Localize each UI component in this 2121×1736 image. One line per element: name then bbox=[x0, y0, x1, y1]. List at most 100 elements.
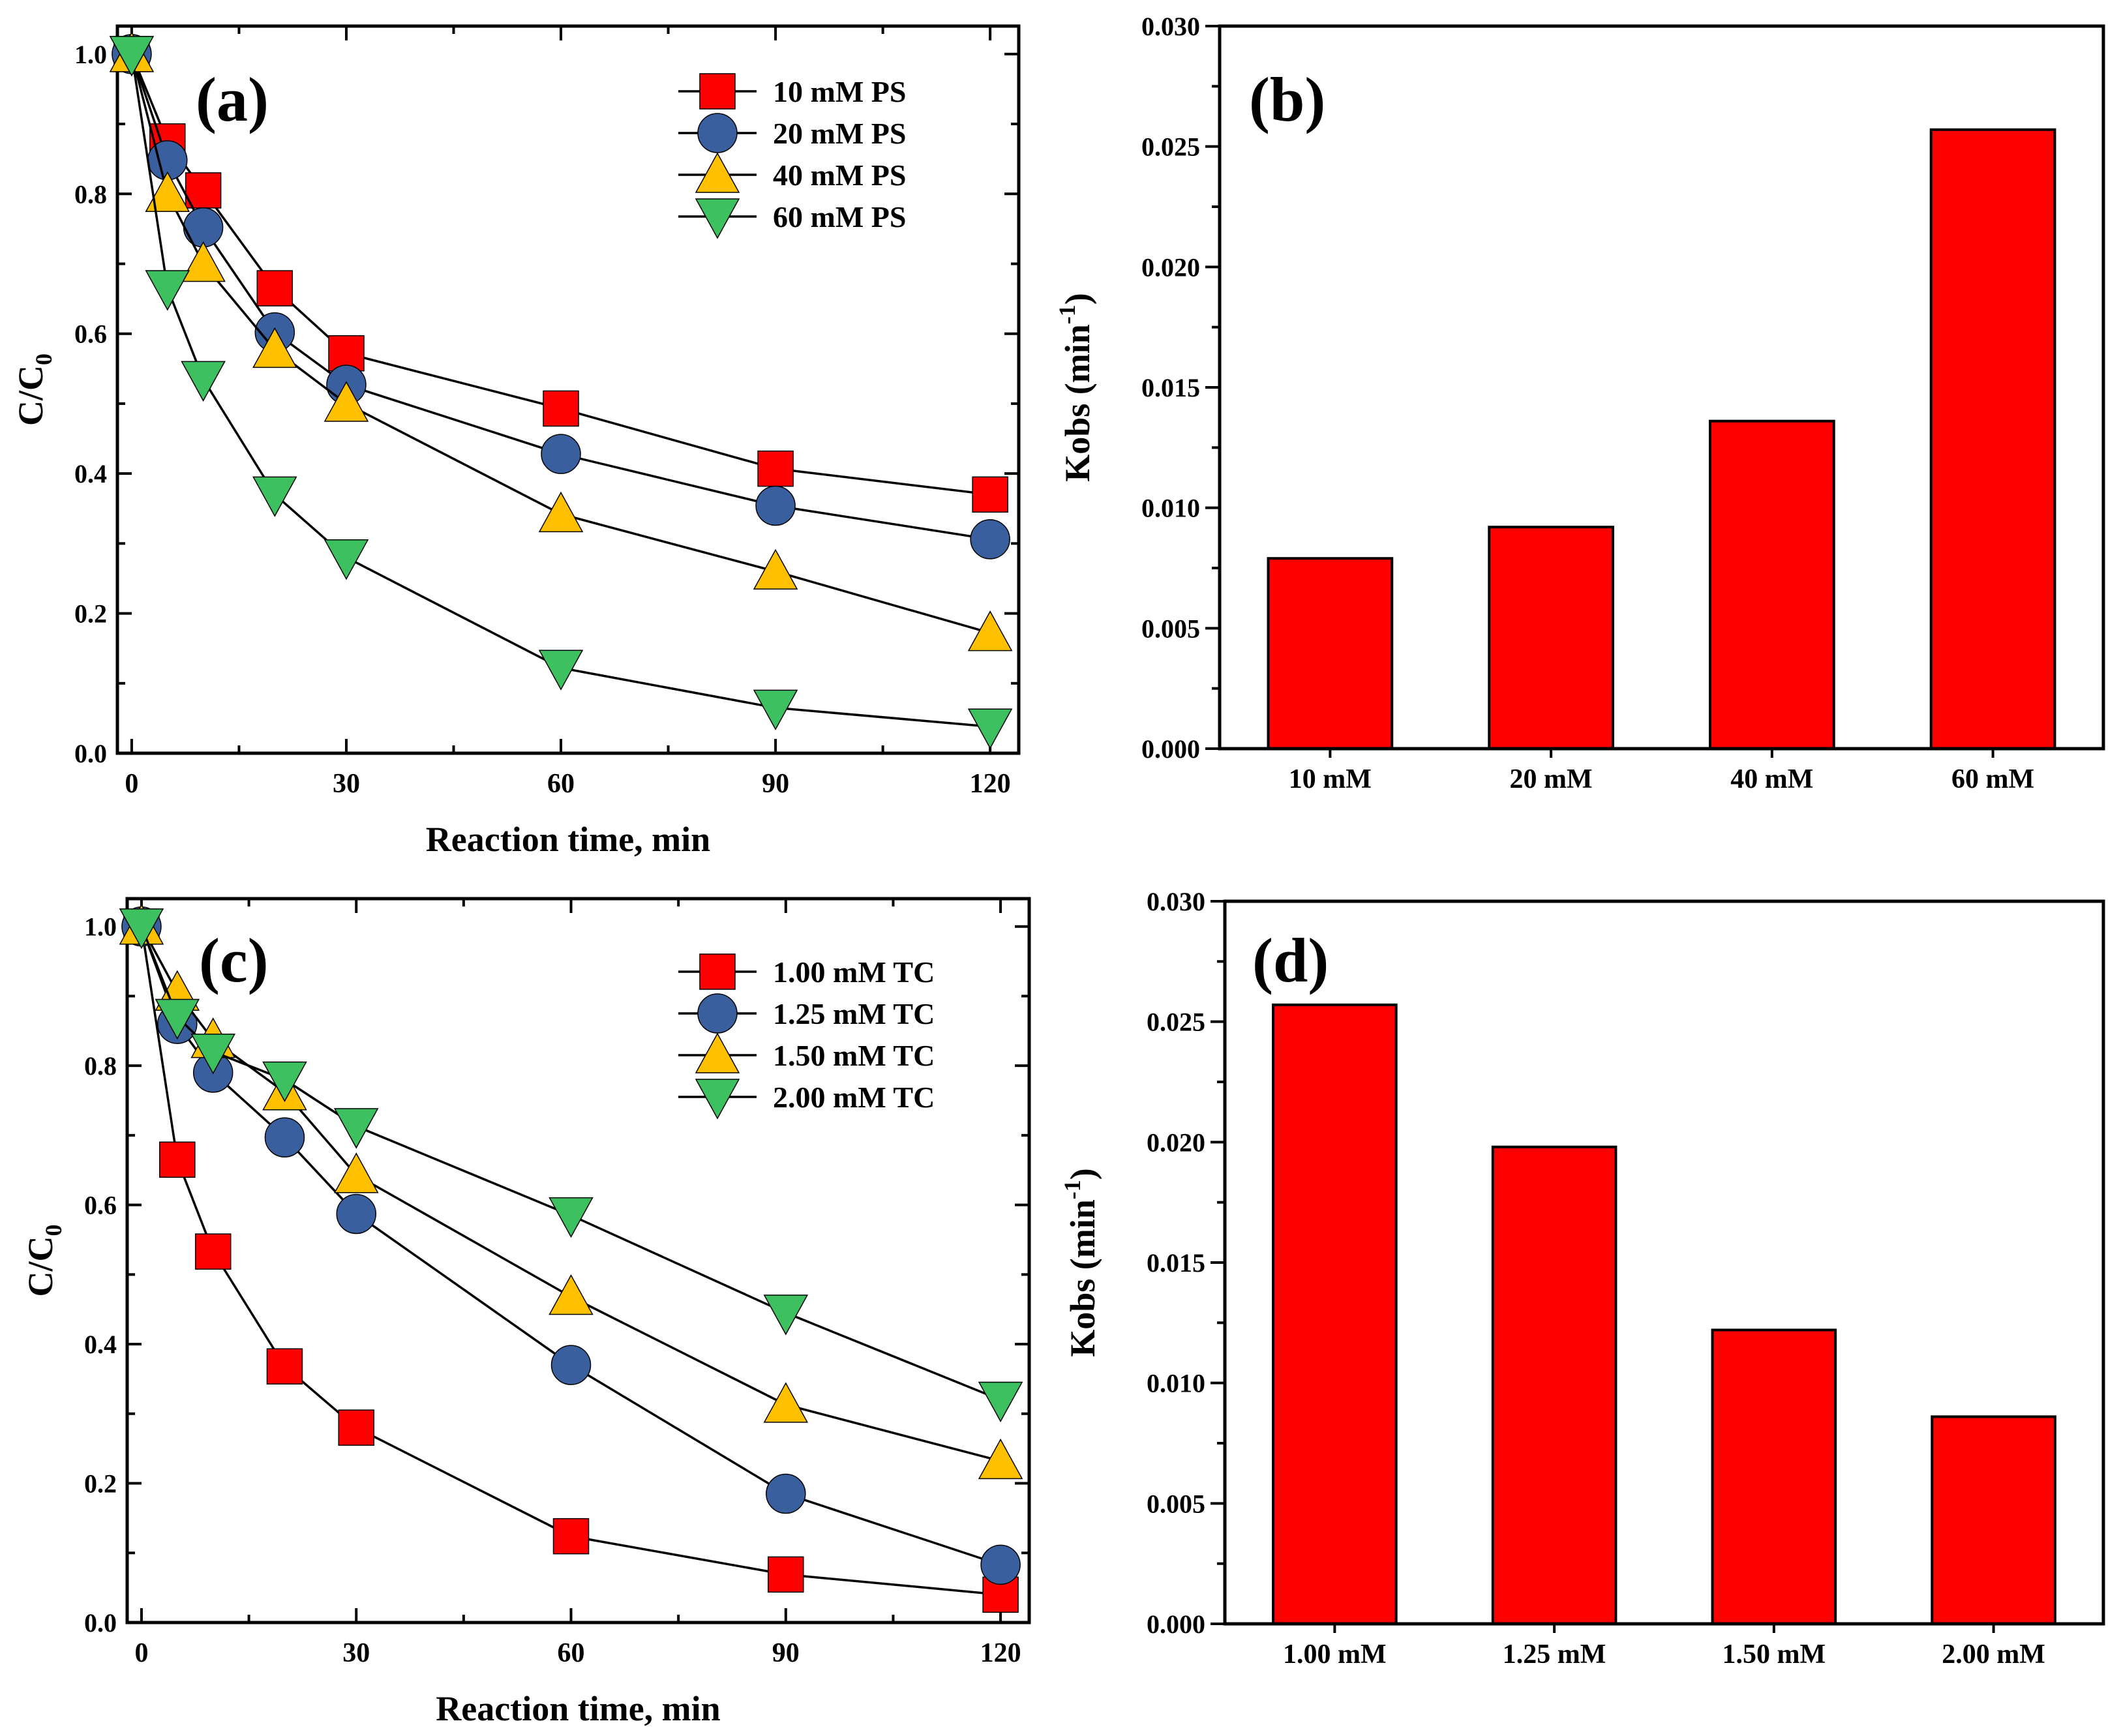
data-point bbox=[323, 539, 369, 580]
plot-frame bbox=[125, 897, 1031, 1624]
data-point bbox=[978, 1438, 1023, 1480]
data-point bbox=[338, 1409, 374, 1446]
panel-c: 0 30 60 90 120 0.0 0.2 0.4 0.6 0.8 1.0 Reaction tim… bbox=[21, 897, 1031, 1728]
data-point bbox=[980, 1544, 1021, 1585]
x-tick-label: 1.50 mM bbox=[1722, 1639, 1826, 1669]
bar bbox=[1488, 526, 1614, 750]
y-tick-label: 0.005 bbox=[1147, 1489, 1205, 1518]
data-point bbox=[753, 689, 798, 730]
series-1.00-mm-tc bbox=[123, 908, 1019, 1613]
data-point bbox=[333, 1152, 379, 1193]
y-tick-label: 0.2 bbox=[84, 1469, 117, 1499]
legend-entry: 20 mM PS bbox=[773, 117, 906, 150]
data-point bbox=[119, 908, 164, 950]
y-tick-label: 0.2 bbox=[74, 599, 107, 629]
y-tick-label: 0.0 bbox=[84, 1608, 117, 1638]
data-point bbox=[549, 1197, 594, 1238]
y-tick-label: 0.010 bbox=[1147, 1369, 1205, 1398]
y-axis-label: Kobs (min-1) bbox=[1059, 1168, 1102, 1357]
x-tick-label: 90 bbox=[762, 769, 789, 799]
y-axis-label: C/C0 bbox=[21, 1225, 67, 1297]
legend-entry: 10 mM PS bbox=[773, 75, 906, 108]
x-tick-label: 0 bbox=[125, 769, 138, 799]
y-tick-label: 0.6 bbox=[74, 320, 107, 349]
data-point bbox=[753, 548, 798, 590]
x-tick-label: 120 bbox=[980, 1638, 1021, 1668]
y-tick-label: 0.0 bbox=[74, 739, 107, 768]
legend-entry: 1.50 mM TC bbox=[773, 1039, 935, 1072]
bar bbox=[1709, 419, 1835, 750]
x-tick-label: 20 mM bbox=[1510, 764, 1593, 794]
panel-label: (b) bbox=[1249, 65, 1325, 134]
data-point bbox=[266, 1348, 303, 1384]
x-tick-label: 120 bbox=[970, 769, 1011, 799]
bar bbox=[1929, 128, 2056, 750]
x-tick-label: 30 bbox=[342, 1638, 370, 1668]
x-tick-label: 10 mM bbox=[1289, 764, 1372, 794]
y-tick-label: 0.4 bbox=[74, 459, 107, 488]
y-axis-label: Kobs (min-1) bbox=[1054, 293, 1097, 482]
y-tick-label: 0.4 bbox=[84, 1330, 117, 1359]
y-tick-label: 0.020 bbox=[1147, 1128, 1205, 1157]
data-point bbox=[972, 476, 1008, 513]
data-point bbox=[768, 1556, 804, 1593]
legend-entry: 40 mM PS bbox=[773, 158, 906, 192]
legend-marker bbox=[695, 1032, 740, 1073]
bar bbox=[1267, 557, 1394, 751]
series-1.25-mm-tc bbox=[121, 906, 1021, 1585]
y-tick-label: 0.030 bbox=[1147, 887, 1205, 916]
data-point bbox=[181, 361, 226, 402]
legend-marker bbox=[699, 73, 736, 110]
data-point bbox=[538, 650, 584, 691]
data-point bbox=[145, 171, 190, 213]
series-2.00-mm-tc bbox=[119, 908, 1023, 1423]
data-point bbox=[552, 1518, 590, 1555]
bar bbox=[1711, 1328, 1837, 1625]
y-axis-label-subscript: 0 bbox=[40, 1225, 67, 1236]
x-tick-label: 60 bbox=[558, 1638, 585, 1668]
series-line bbox=[130, 53, 991, 728]
y-axis-label-main: Kobs (min bbox=[1058, 324, 1097, 482]
y-axis-label: C/C0 bbox=[11, 353, 57, 426]
y-axis-label-end: ) bbox=[1063, 1168, 1102, 1180]
x-tick-label: 0 bbox=[134, 1638, 148, 1668]
data-point bbox=[194, 1233, 232, 1270]
y-axis-label-end: ) bbox=[1058, 293, 1097, 305]
y-tick-label: 0.010 bbox=[1141, 494, 1200, 523]
y-tick-label: 0.015 bbox=[1147, 1248, 1205, 1278]
y-axis-label-superscript: -1 bbox=[1054, 305, 1080, 324]
x-tick-label: 1.00 mM bbox=[1283, 1639, 1387, 1669]
legend: 1.00 mM TC 1.25 mM TC 1.50 mM TC 2.00 mM TC bbox=[678, 953, 935, 1120]
y-tick-label: 0.6 bbox=[84, 1191, 117, 1220]
legend-marker bbox=[695, 152, 740, 193]
y-tick-label: 0.030 bbox=[1141, 12, 1200, 41]
panel-label: (c) bbox=[199, 925, 269, 995]
y-tick-label: 0.8 bbox=[84, 1051, 117, 1081]
bar bbox=[1272, 1003, 1398, 1625]
plot-frame bbox=[115, 24, 1021, 755]
y-tick-label: 0.000 bbox=[1141, 734, 1200, 764]
y-tick-label: 0.8 bbox=[74, 179, 107, 209]
y-tick-label: 0.005 bbox=[1141, 614, 1200, 643]
y-axis-label-superscript: -1 bbox=[1059, 1180, 1085, 1199]
x-tick-label: 60 mM bbox=[1951, 764, 2034, 794]
legend-marker bbox=[695, 198, 740, 239]
legend: 10 mM PS 20 mM PS 40 mM PS 60 mM PS bbox=[678, 73, 906, 239]
legend-entry: 60 mM PS bbox=[773, 200, 906, 233]
legend-marker bbox=[697, 993, 738, 1034]
data-point bbox=[185, 172, 222, 209]
y-axis-label-main: C/C bbox=[21, 1236, 60, 1297]
y-tick-label: 1.0 bbox=[74, 40, 107, 69]
series-60-mm-ps bbox=[109, 36, 1013, 749]
y-tick-label: 0.020 bbox=[1141, 252, 1200, 282]
data-point bbox=[757, 450, 794, 487]
data-point bbox=[763, 1382, 809, 1423]
data-point bbox=[336, 1193, 376, 1235]
legend-marker bbox=[697, 113, 738, 153]
x-tick-label: 2.00 mM bbox=[1942, 1639, 2045, 1669]
data-point bbox=[550, 1345, 592, 1385]
x-axis-label: Reaction time, min bbox=[436, 1689, 720, 1728]
y-axis-label-subscript: 0 bbox=[31, 353, 57, 365]
x-tick-label: 30 bbox=[333, 769, 360, 799]
